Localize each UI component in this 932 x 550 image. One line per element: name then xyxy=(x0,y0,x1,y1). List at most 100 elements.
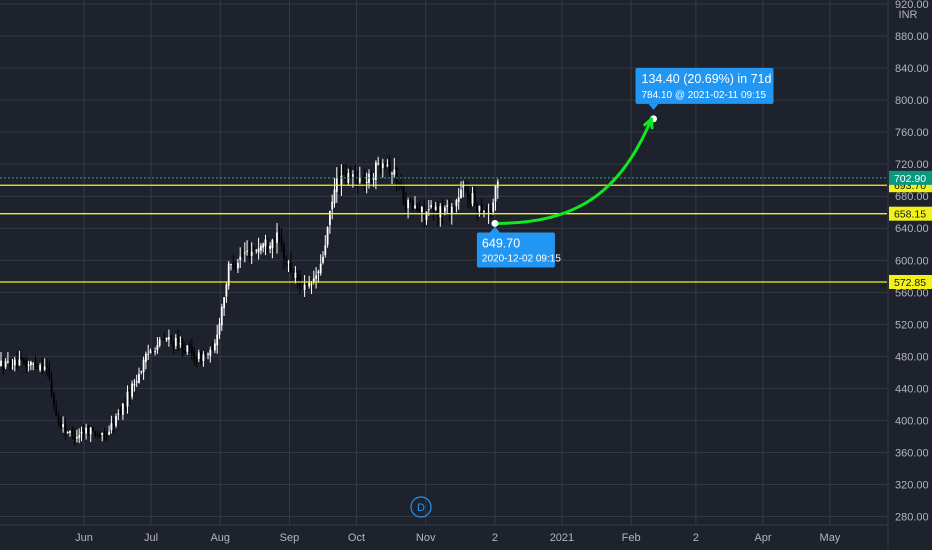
candle-body xyxy=(361,177,363,179)
candle-body xyxy=(193,351,196,360)
candle-body xyxy=(423,205,426,218)
price-axis[interactable]: 920.00 880.00 840.00 800.00 760.00 720.00 680.… xyxy=(887,0,932,550)
horizontal-levels[interactable] xyxy=(0,184,887,283)
price-tick-label: 400.00 xyxy=(895,415,929,427)
candle-body xyxy=(191,347,193,353)
candle-body xyxy=(473,190,476,205)
candle-body xyxy=(78,435,81,438)
price-tick-label: 280.00 xyxy=(895,512,929,524)
candle-body xyxy=(250,251,253,256)
candle-body xyxy=(283,245,285,259)
candle-body xyxy=(464,185,467,188)
candle-body xyxy=(262,243,265,248)
candle-body xyxy=(27,364,30,366)
candle-body xyxy=(223,297,225,309)
candle-body xyxy=(23,359,25,364)
candle-body xyxy=(306,283,308,286)
candle-body xyxy=(260,245,262,251)
candle-body xyxy=(384,164,386,166)
candle-body xyxy=(71,429,74,434)
candle-body xyxy=(416,203,419,211)
candle-body xyxy=(161,339,163,341)
candle-body xyxy=(96,434,99,436)
candle-body xyxy=(18,359,21,366)
candle-body xyxy=(388,162,391,173)
dividend-event-marker[interactable]: D xyxy=(410,496,432,518)
candle-body xyxy=(237,262,239,269)
candle-body xyxy=(444,207,446,212)
candle-body xyxy=(381,163,384,168)
event-marker-circle xyxy=(410,496,432,518)
candle-body xyxy=(200,351,202,362)
candle-body xyxy=(110,423,113,431)
candle-body xyxy=(455,200,458,207)
candle-body xyxy=(414,205,416,209)
candle-body xyxy=(246,250,248,252)
candle-body xyxy=(43,366,46,370)
candle-body xyxy=(310,283,313,285)
projection-callout-start: 649.70 2020-12-02 09:15 xyxy=(476,226,561,268)
candle-body xyxy=(308,282,311,287)
candle-body xyxy=(255,249,258,251)
candle-body xyxy=(147,353,150,355)
candle-body xyxy=(437,206,439,217)
candle-body xyxy=(179,343,182,345)
candle-body xyxy=(158,339,161,346)
candle-body xyxy=(379,164,382,168)
time-tick-label: Apr xyxy=(754,532,771,544)
candle-body xyxy=(4,361,7,368)
end-detail-label: 784.10 @ 2021-02-11 09:15 xyxy=(642,90,767,101)
candle-body xyxy=(296,273,299,280)
price-tick-label: 800.00 xyxy=(895,95,929,107)
candle-body xyxy=(317,271,320,274)
price-tick-label: 920.00 xyxy=(895,0,929,11)
time-axis[interactable]: Jun Jul Aug Sep Oct Nov 2 2021 Feb 2 Apr May xyxy=(0,524,888,544)
candle-body xyxy=(156,344,159,350)
candle-body xyxy=(218,323,221,335)
candle-body xyxy=(207,353,209,355)
candle-body xyxy=(253,249,255,251)
candle-body xyxy=(168,337,170,340)
callout-start-pointer xyxy=(489,226,500,233)
candle-body xyxy=(64,424,67,433)
candle-body xyxy=(411,199,414,210)
candle-body xyxy=(39,365,41,370)
candle-body xyxy=(335,177,338,192)
time-tick-label: 2 xyxy=(492,532,498,544)
candle-body xyxy=(248,250,251,257)
candle-body xyxy=(181,341,184,353)
price-tick-label: 600.00 xyxy=(895,255,929,267)
candle-body xyxy=(363,174,366,185)
candle-body xyxy=(163,337,166,340)
candle-body xyxy=(220,306,223,326)
candle-body xyxy=(105,435,108,437)
candle-body xyxy=(450,206,453,214)
candle-body xyxy=(73,435,76,441)
time-tick-label: Jul xyxy=(144,532,158,544)
price-tick-label: 360.00 xyxy=(895,447,929,459)
candle-body xyxy=(285,259,288,261)
candle-body xyxy=(197,352,200,360)
candle-body xyxy=(356,177,359,186)
candle-body xyxy=(453,208,455,210)
candle-body xyxy=(188,344,191,349)
candle-body xyxy=(209,349,212,356)
candle-body xyxy=(289,262,292,272)
candle-body xyxy=(133,383,136,386)
candle-body xyxy=(131,383,133,397)
time-tick-label: 2021 xyxy=(550,532,574,544)
candle-body xyxy=(301,286,304,288)
candle-body xyxy=(145,353,147,362)
candle-body xyxy=(124,401,127,405)
candle-body xyxy=(80,431,83,434)
start-price-label: 649.70 xyxy=(482,236,520,250)
candle-body xyxy=(46,367,48,369)
price-tick-label: 840.00 xyxy=(895,63,929,75)
candle-body xyxy=(425,211,428,220)
projection-start-point[interactable] xyxy=(491,219,499,227)
candle-body xyxy=(202,354,205,362)
projection-group[interactable]: 134.40 (20.69%) in 71d 784.10 @ 2021-02-… xyxy=(476,67,774,268)
candle-body xyxy=(170,336,173,341)
candle-body xyxy=(319,263,322,274)
